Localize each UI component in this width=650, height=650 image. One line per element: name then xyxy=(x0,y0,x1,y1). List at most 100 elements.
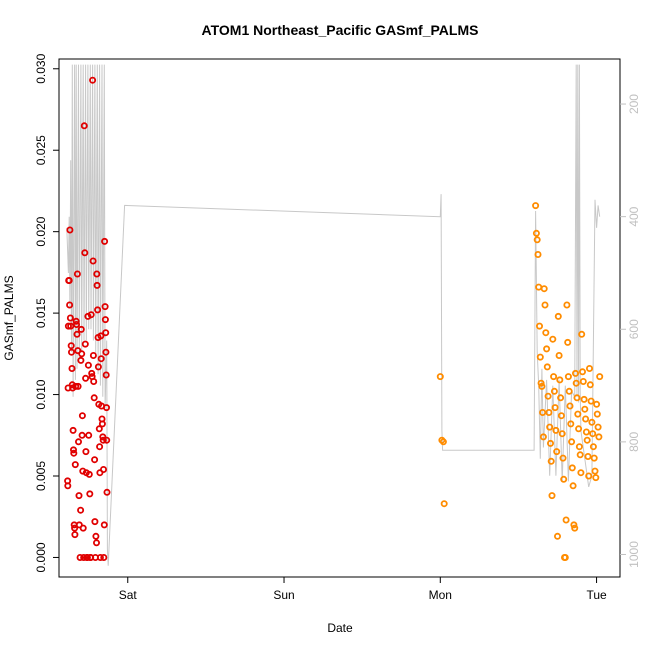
data-point xyxy=(533,236,541,244)
data-point xyxy=(92,532,100,540)
data-point xyxy=(77,325,85,333)
data-point xyxy=(553,448,561,456)
data-point xyxy=(536,353,544,361)
data-point xyxy=(66,226,74,234)
data-point xyxy=(94,363,102,371)
data-point xyxy=(93,281,101,289)
data-point xyxy=(595,433,603,441)
data-point xyxy=(532,229,540,237)
data-point xyxy=(100,521,108,529)
data-point xyxy=(99,433,107,441)
data-point xyxy=(550,373,558,381)
data-point xyxy=(590,454,598,462)
data-point xyxy=(564,338,572,346)
x-tick-label: Sat xyxy=(119,588,138,602)
data-point xyxy=(72,382,80,390)
data-point xyxy=(73,320,81,328)
data-point xyxy=(546,423,554,431)
data-point xyxy=(102,348,110,356)
data-point xyxy=(93,270,101,278)
data-point xyxy=(575,443,583,451)
data-point xyxy=(587,397,595,405)
data-point xyxy=(572,369,580,377)
data-point xyxy=(81,340,89,348)
secondary-line-path xyxy=(66,64,601,566)
data-point xyxy=(594,423,602,431)
data-point xyxy=(77,506,85,514)
data-point xyxy=(84,361,92,369)
data-point xyxy=(538,382,546,390)
secondary-y-axis: 200 400 600 800 1000 xyxy=(620,94,641,568)
data-point xyxy=(103,436,111,444)
data-point xyxy=(94,306,102,314)
data-point xyxy=(539,433,547,441)
x-axis-label: Date xyxy=(327,621,353,635)
data-point xyxy=(86,490,94,498)
data-point xyxy=(72,317,80,325)
data-point xyxy=(582,415,590,423)
data-point xyxy=(583,436,591,444)
data-point xyxy=(586,381,594,389)
data-point xyxy=(554,312,562,320)
data-point xyxy=(103,488,111,496)
data-point xyxy=(70,449,78,457)
data-point xyxy=(565,387,573,395)
data-point xyxy=(87,311,95,319)
y2-tick-label: 1000 xyxy=(627,541,641,568)
data-point xyxy=(593,400,601,408)
data-point xyxy=(560,475,568,483)
data-point xyxy=(99,436,107,444)
y2-tick-label: 400 xyxy=(627,206,641,226)
y-tick-label: 0.005 xyxy=(34,461,48,491)
data-point xyxy=(100,465,108,473)
data-point xyxy=(439,438,447,446)
data-point xyxy=(542,329,550,337)
data-point xyxy=(80,122,88,130)
data-point xyxy=(579,368,587,376)
data-point xyxy=(566,402,574,410)
data-points xyxy=(64,76,604,562)
data-point xyxy=(582,428,590,436)
data-point xyxy=(541,301,549,309)
data-point xyxy=(69,426,77,434)
data-point xyxy=(547,457,555,465)
data-point xyxy=(74,382,82,390)
data-point xyxy=(102,329,110,337)
data-point xyxy=(579,377,587,385)
data-point xyxy=(567,420,575,428)
data-point xyxy=(573,394,581,402)
data-point xyxy=(596,373,604,381)
data-point xyxy=(559,454,567,462)
data-point xyxy=(82,448,90,456)
data-point xyxy=(66,314,74,322)
data-point xyxy=(78,350,86,358)
data-point xyxy=(537,379,545,387)
data-point xyxy=(568,438,576,446)
y-tick-label: 0.025 xyxy=(34,135,48,165)
x-axis: Sat Sun Mon Tue xyxy=(119,577,607,602)
data-point xyxy=(550,387,558,395)
data-point xyxy=(75,492,83,500)
x-tick-label: Mon xyxy=(429,588,452,602)
data-point xyxy=(68,348,76,356)
data-point xyxy=(89,257,97,265)
data-point xyxy=(543,363,551,371)
secondary-series-line xyxy=(66,64,601,566)
data-point xyxy=(575,425,583,433)
data-point xyxy=(588,418,596,426)
y2-tick-label: 600 xyxy=(627,319,641,339)
data-point xyxy=(552,426,560,434)
data-point xyxy=(551,404,559,412)
data-point xyxy=(93,539,101,547)
data-point xyxy=(66,301,74,309)
data-point xyxy=(98,420,106,428)
y-tick-label: 0.015 xyxy=(34,298,48,328)
data-point xyxy=(71,461,79,469)
chart-title: ATOM1 Northeast_Pacific GASmf_PALMS xyxy=(202,22,479,38)
data-point xyxy=(70,446,78,454)
data-point xyxy=(91,456,99,464)
data-point xyxy=(79,524,87,532)
data-point xyxy=(568,464,576,472)
data-point xyxy=(576,451,584,459)
